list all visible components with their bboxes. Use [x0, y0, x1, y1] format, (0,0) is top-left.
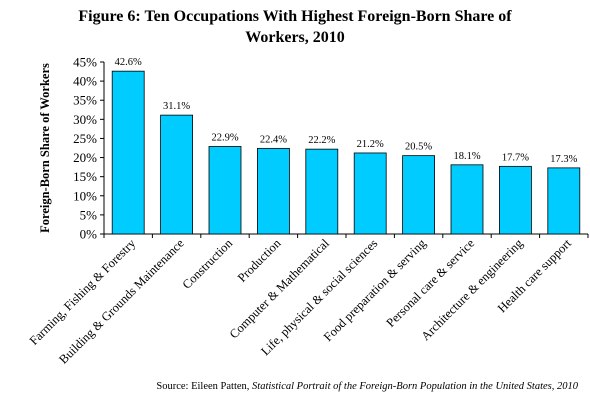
source-title: Statistical Portrait of the Foreign-Born…: [252, 381, 578, 392]
category-label: Construction: [180, 236, 236, 292]
data-label: 20.5%: [405, 142, 432, 153]
y-tick-label: 5%: [80, 207, 98, 222]
bar: [256, 147, 290, 235]
bar: [450, 164, 484, 235]
bar: [160, 114, 194, 235]
plot-area: 0%5%10%15%20%25%30%35%40%45% 42.6%Farming…: [27, 55, 589, 367]
source-prefix: Source: Eileen Patten,: [156, 381, 253, 392]
y-tick-label: 25%: [73, 131, 97, 146]
data-label: 31.1%: [163, 101, 190, 112]
category-label: Computer & Mathematical: [227, 236, 333, 342]
bar: [498, 165, 532, 235]
y-tick-label: 35%: [73, 93, 97, 108]
y-tick-label: 20%: [73, 150, 97, 165]
category-label: Personal care & service: [384, 236, 478, 330]
y-tick-label: 40%: [73, 74, 97, 89]
data-label: 18.1%: [453, 151, 480, 162]
y-tick-label: 0%: [80, 227, 98, 242]
y-tick-label: 15%: [73, 169, 97, 184]
chart-title-line-2: Workers, 2010: [245, 29, 345, 46]
data-label: 42.6%: [115, 57, 142, 68]
bar: [547, 167, 581, 235]
data-label: 17.7%: [502, 152, 529, 163]
chart-title: Figure 6: Ten Occupations With Highest F…: [0, 6, 590, 48]
data-label: 17.3%: [550, 154, 577, 165]
data-label: 22.4%: [260, 134, 287, 145]
bar: [353, 152, 387, 235]
data-label: 22.9%: [211, 132, 238, 143]
bar: [111, 70, 145, 235]
chart-title-line-1: Figure 6: Ten Occupations With Highest F…: [78, 8, 512, 25]
source-note: Source: Eileen Patten, Statistical Portr…: [0, 381, 578, 392]
bar: [305, 148, 339, 235]
y-tick-label: 30%: [73, 112, 97, 127]
y-tick-label: 10%: [73, 188, 97, 203]
data-label: 22.2%: [308, 135, 335, 146]
bar: [402, 155, 436, 235]
bar: [208, 146, 242, 235]
y-tick-label: 45%: [73, 55, 97, 70]
category-label: Production: [235, 236, 284, 285]
data-label: 21.2%: [357, 139, 384, 150]
y-axis-title: Foreign-Born Share of Workers: [38, 63, 52, 233]
